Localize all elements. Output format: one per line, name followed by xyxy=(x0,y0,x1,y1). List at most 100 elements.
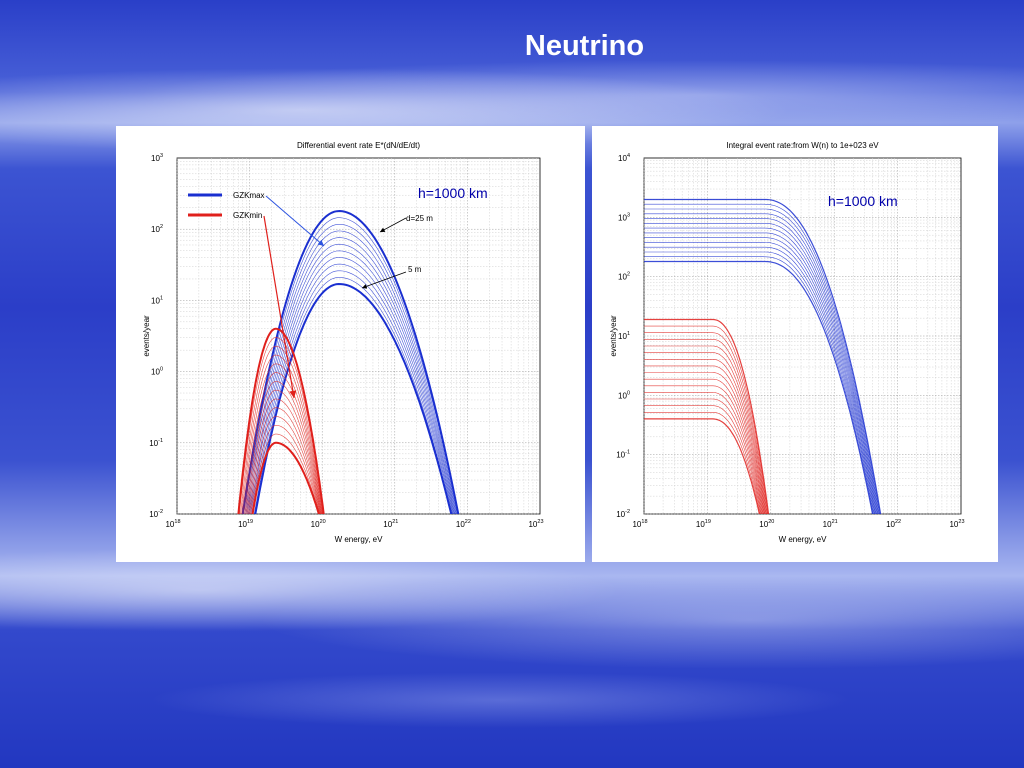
int-gzkmin-curve-7 xyxy=(644,372,765,514)
integral-rate-panel: 1018 1019 1020 1021 1022 1023 10-2 10-1 100 101 10… xyxy=(592,126,998,562)
diff-gzkmax-curve-7 xyxy=(246,237,457,514)
diff-gzkmin-curve-2 xyxy=(250,425,320,514)
int-xtick-label-1: 1019 xyxy=(696,519,711,529)
diff-gzkmin-curve-5 xyxy=(246,398,321,514)
diff-legend-label-0: GZKmax xyxy=(233,191,265,200)
diff-gzkmax-curve-4 xyxy=(250,257,455,514)
differential-rate-chart: 1018 1019 1020 1021 1022 1023 10-2 10-1 100 101 10… xyxy=(142,141,544,544)
int-xtick-label-3: 1021 xyxy=(823,519,838,529)
int-gzkmax-curve-2 xyxy=(644,251,875,514)
diff-gzkmin-curve-7 xyxy=(244,381,322,514)
int-gzkmax-curve-12 xyxy=(644,203,881,514)
diff-gzkmax-curve-2 xyxy=(252,270,453,514)
diff-gzkmax-curve-0 xyxy=(254,282,453,514)
diff-xlabel: W energy, eV xyxy=(335,535,384,544)
int-gzkmin-curve-10 xyxy=(644,352,766,514)
diff-ytick-label-4: 102 xyxy=(151,224,163,234)
int-xtick-label-2: 1020 xyxy=(759,519,774,529)
diff-d-label: d=25 m xyxy=(406,214,433,223)
int-gzkmax-curve-6 xyxy=(644,232,877,514)
int-gzkmin-curve-14 xyxy=(644,325,769,514)
int-gzkmin-curve-0 xyxy=(644,418,760,514)
diff-gzkmin-curve-13 xyxy=(237,327,325,514)
int-gzkmax-curve-7 xyxy=(644,227,878,514)
diff-annotation-arrows xyxy=(263,195,407,399)
diff-xtick-label-1: 1019 xyxy=(238,519,253,529)
int-gzkmax-curve-13 xyxy=(644,198,882,514)
diff-legend: GZKmax GZKmin xyxy=(188,191,265,220)
diff-ytick-label-2: 100 xyxy=(151,367,163,377)
diff-gzkmin-curve-6 xyxy=(245,389,322,514)
diff-gzkmax-arrow xyxy=(265,195,325,247)
int-h-label: h=1000 km xyxy=(828,193,898,209)
diff-ytick-label-0: 10-2 xyxy=(149,509,163,519)
diff-gzkmax-curve-8 xyxy=(245,230,457,514)
diff-xtick-label-0: 1018 xyxy=(165,519,180,529)
int-ytick-label-6: 104 xyxy=(618,153,630,163)
int-gzkmin-curve-8 xyxy=(644,365,765,514)
int-plot-frame xyxy=(643,157,962,515)
diff-d25-arrow xyxy=(379,217,407,233)
integral-rate-chart: 1018 1019 1020 1021 1022 1023 10-2 10-1 100 101 10… xyxy=(609,141,965,544)
diff-5m-label: 5 m xyxy=(408,265,422,274)
int-ytick-label-3: 101 xyxy=(618,331,630,341)
diff-curves xyxy=(237,209,460,514)
diff-gzkmin-curve-11 xyxy=(240,346,324,514)
int-gzkmax-curve-11 xyxy=(644,208,880,514)
diff-gzkmax-curve-1 xyxy=(253,277,453,514)
int-gzkmin-curve-5 xyxy=(644,385,763,514)
diff-gzkmax-curve-6 xyxy=(248,243,456,514)
diff-ylabel: events/year xyxy=(142,315,151,357)
int-xtick-label-5: 1023 xyxy=(949,519,964,529)
int-gzkmin-curve-11 xyxy=(644,345,767,514)
diff-gzkmin-curve-1 xyxy=(251,433,320,514)
diff-gzkmin-curve-8 xyxy=(243,372,323,514)
int-ylabel: events/year xyxy=(609,315,618,357)
int-gzkmin-curve-2 xyxy=(644,405,762,514)
int-xtick-label-0: 1018 xyxy=(632,519,647,529)
diff-ytick-label-3: 101 xyxy=(151,295,163,305)
int-gzkmax-curve-5 xyxy=(644,237,876,514)
diff-gzkmax-curve-9 xyxy=(244,224,458,514)
diff-xtick-label-2: 1020 xyxy=(311,519,326,529)
int-xtick-label-4: 1022 xyxy=(886,519,901,529)
int-title: Integral event rate:from W(n) to 1e+023 … xyxy=(726,141,879,150)
diff-gzkmin-curve-12 xyxy=(239,337,324,514)
int-ytick-label-4: 102 xyxy=(618,272,630,282)
diff-gzkmin-curve-0 xyxy=(251,441,320,514)
diff-gzkmin-arrow xyxy=(263,215,297,399)
diff-gzkmin-curve-3 xyxy=(249,416,321,514)
int-gzkmin-curve-3 xyxy=(644,398,762,514)
int-gzkmin-curve-6 xyxy=(644,378,764,514)
int-gzkmin-curve-12 xyxy=(644,339,768,514)
int-ytick-label-2: 100 xyxy=(618,390,630,400)
diff-gzkmin-curve-9 xyxy=(242,363,323,514)
int-ytick-label-0: 10-2 xyxy=(616,509,630,519)
diff-xtick-label-5: 1023 xyxy=(528,519,543,529)
int-gzkmax-curve-4 xyxy=(644,242,876,514)
diff-ytick-label-1: 10-1 xyxy=(149,438,163,448)
diff-family-gzkmin xyxy=(237,327,325,514)
diff-xtick-label-4: 1022 xyxy=(456,519,471,529)
int-gzkmin-curve-9 xyxy=(644,359,766,514)
int-ytick-label-1: 10-1 xyxy=(616,450,630,460)
diff-xtick-label-3: 1021 xyxy=(383,519,398,529)
int-family-gzkmax xyxy=(644,198,882,514)
int-xlabel: W energy, eV xyxy=(779,535,828,544)
slide-title: Neutrino xyxy=(524,30,645,62)
int-gzkmax-curve-3 xyxy=(644,246,875,514)
int-gzkmin-curve-1 xyxy=(644,412,761,514)
int-ytick-label-5: 103 xyxy=(618,212,630,222)
int-gzkmax-curve-8 xyxy=(644,223,878,514)
diff-legend-label-1: GZKmin xyxy=(233,211,262,220)
diff-gzkmin-curve-10 xyxy=(241,354,323,514)
diff-gzkmax-curve-3 xyxy=(251,263,454,514)
int-gzkmax-curve-1 xyxy=(644,256,874,514)
int-gzkmin-curve-4 xyxy=(644,392,763,514)
int-gzkmax-curve-9 xyxy=(644,218,879,514)
diff-5m-arrow xyxy=(361,271,407,289)
int-family-gzkmin xyxy=(644,318,770,514)
int-gzkmin-curve-15 xyxy=(644,318,770,514)
int-gzkmin-curve-13 xyxy=(644,332,768,514)
diff-h-label: h=1000 km xyxy=(418,185,488,201)
